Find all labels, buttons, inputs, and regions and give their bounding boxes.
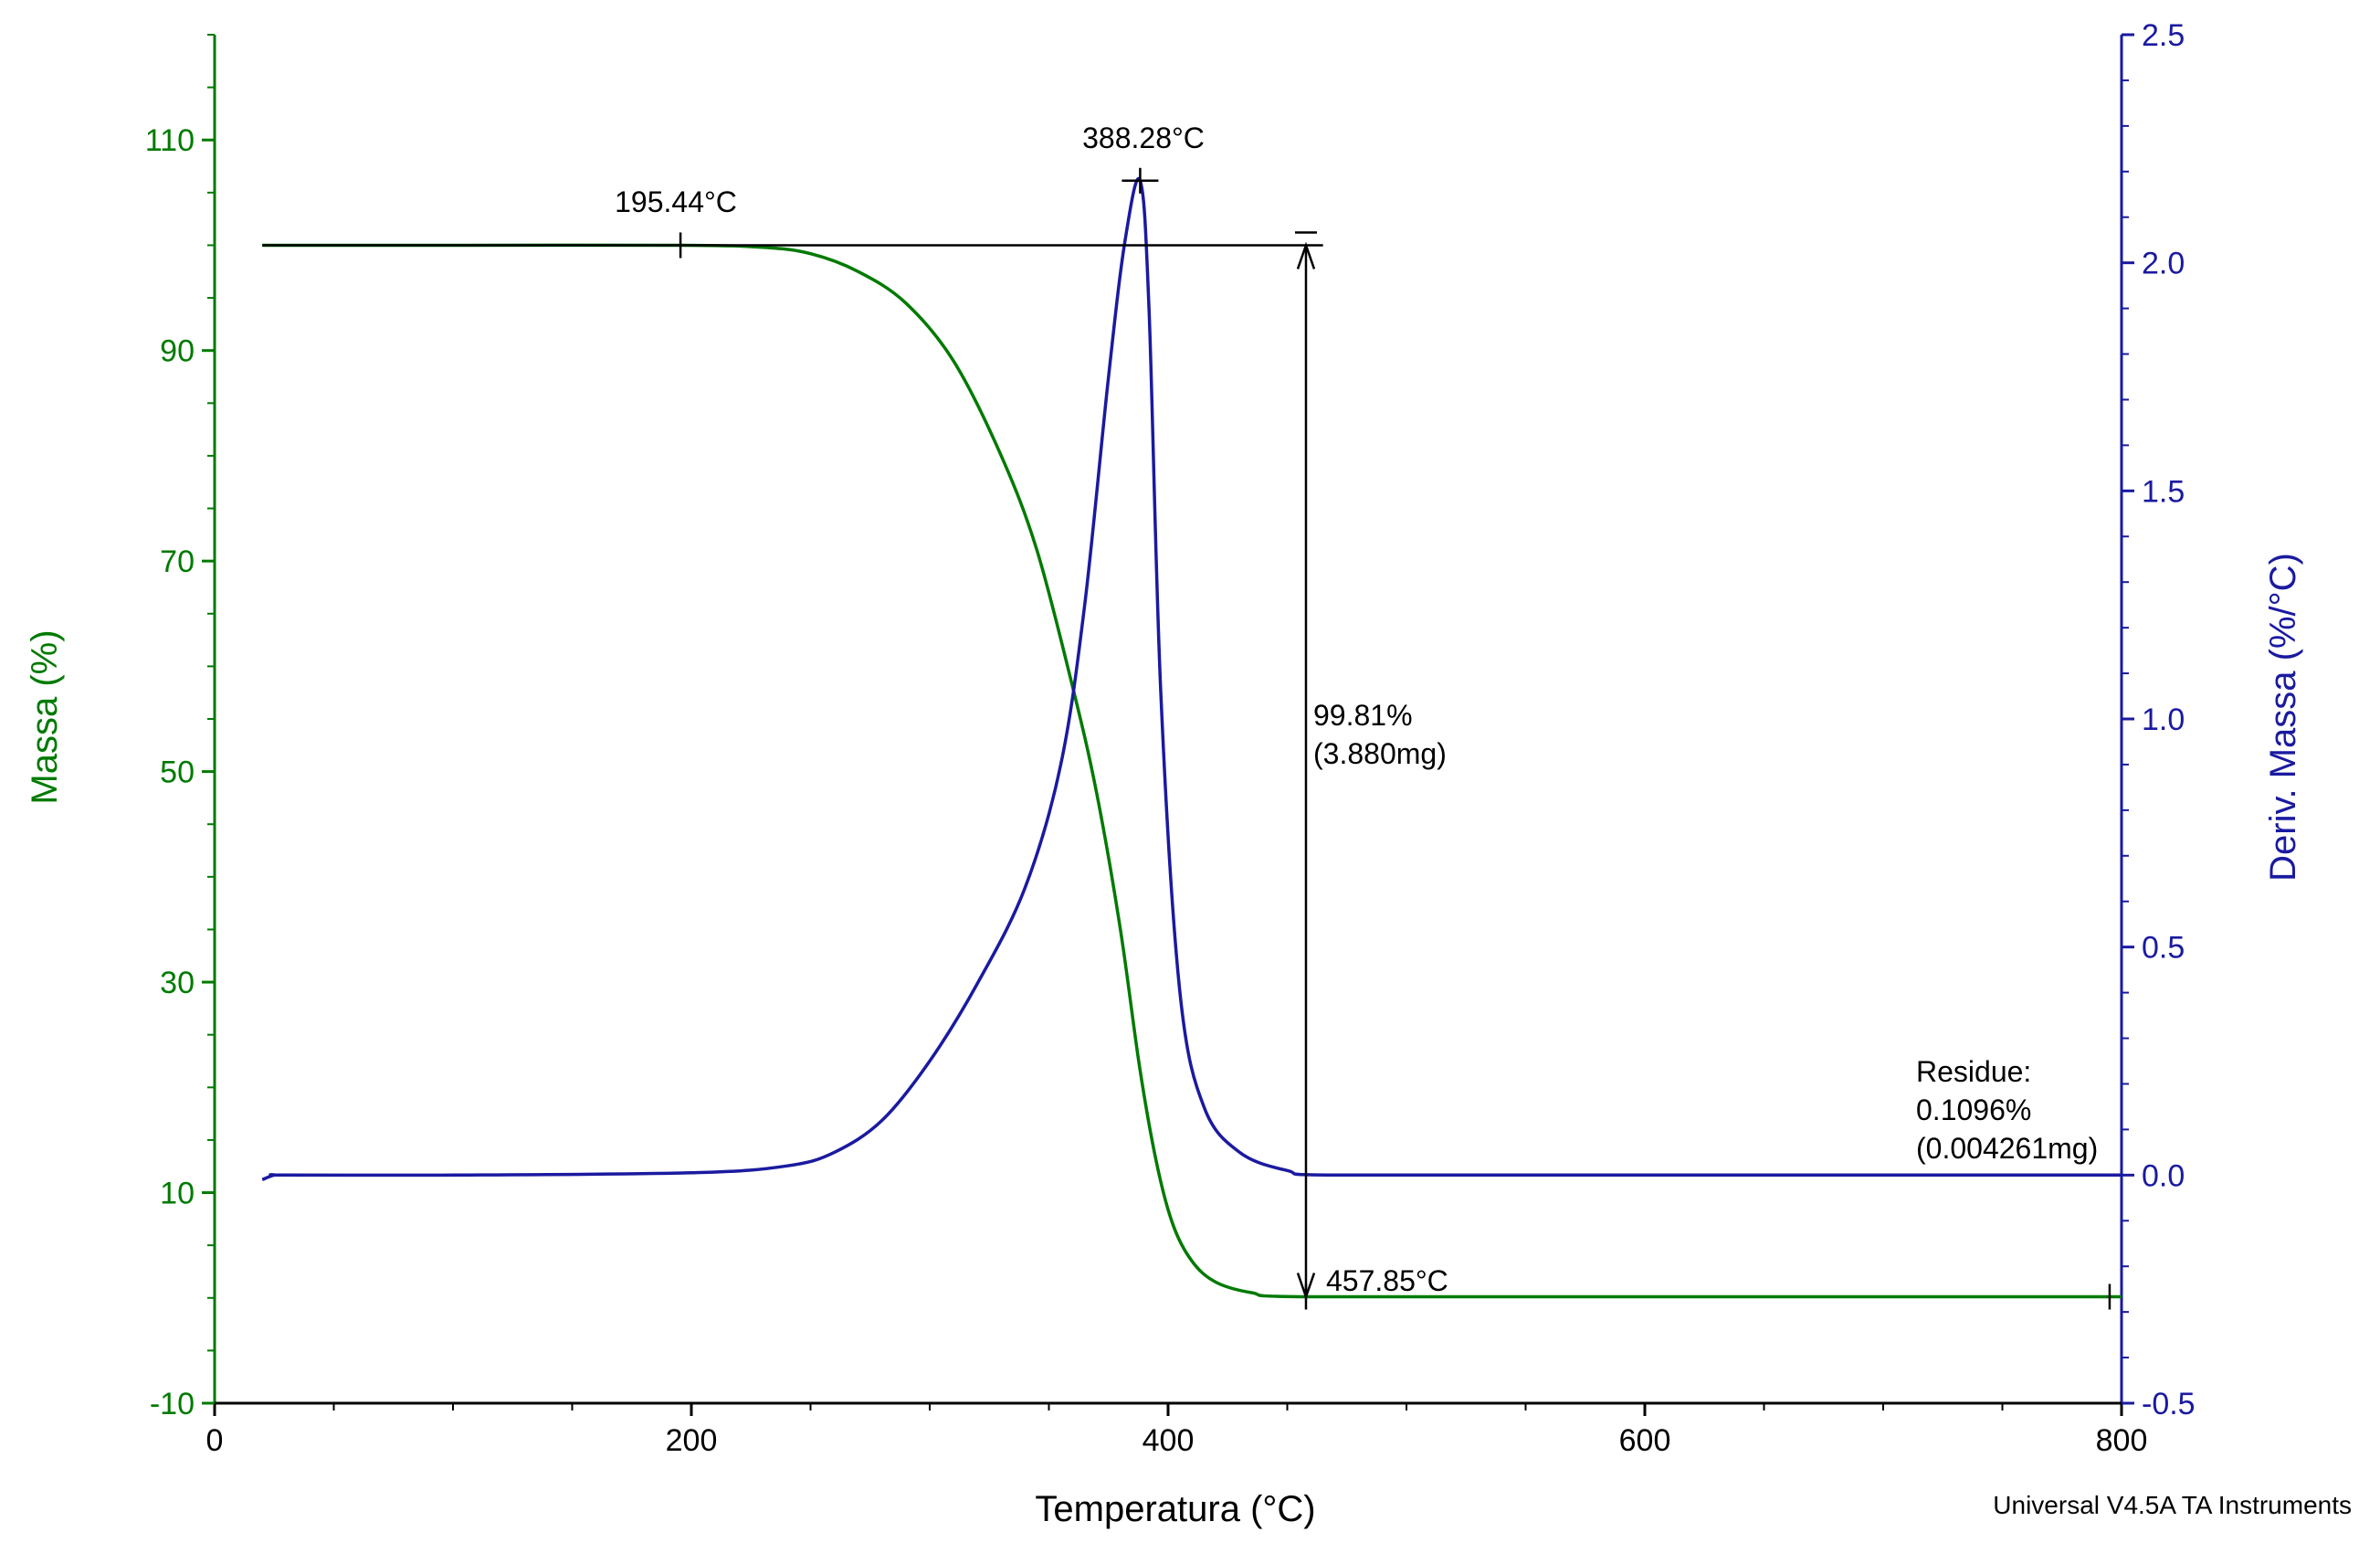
series-group: [261, 176, 2122, 1299]
mass-loss-mg-label: (3.880mg): [1313, 737, 1447, 770]
x-tick-label: 400: [1143, 1423, 1195, 1458]
x-axis-label: Temperatura (°C): [1035, 1489, 1315, 1529]
onset-temp-label: 195.44°C: [615, 185, 737, 218]
end-temp-label: 457.85°C: [1326, 1264, 1448, 1297]
deriv-series-line: [261, 176, 2122, 1181]
y-left-tick-label: 30: [160, 966, 195, 1000]
y-left-axis-label: Massa (%): [25, 629, 65, 804]
x-tick-label: 600: [1619, 1423, 1671, 1458]
x-tick-label: 800: [2096, 1423, 2148, 1458]
y-right-tick-label: -0.5: [2142, 1387, 2196, 1421]
annotations-group: [262, 167, 2111, 1310]
mass-loss-percent-label: 99.81%: [1313, 699, 1413, 732]
y-right-tick-label: 1.5: [2142, 474, 2185, 509]
y-left-tick-label: -10: [150, 1387, 195, 1421]
step-arrow-top: [1296, 241, 1316, 269]
y-left-tick-label: 70: [160, 544, 195, 579]
y-left-tick-label: 50: [160, 755, 195, 790]
y-right-axis-label: Deriv. Massa (%/°C): [2263, 553, 2303, 882]
peak-temp-label: 388.28°C: [1082, 121, 1205, 154]
mass-series-line: [262, 243, 2122, 1299]
y-right-tick-label: 2.0: [2142, 247, 2185, 281]
residue-mg-label: (0.004261mg): [1916, 1132, 2098, 1165]
y-left-tick-label: 90: [160, 334, 195, 369]
y-left-tick-label: 10: [160, 1177, 195, 1211]
y-right-tick-label: 0.0: [2142, 1158, 2185, 1193]
x-tick-label: 0: [206, 1423, 224, 1458]
y-right-tick-label: 0.5: [2142, 931, 2185, 966]
y-left-tick-label: 110: [145, 123, 195, 158]
y-right-tick-label: 1.0: [2142, 703, 2185, 737]
footer-text: Universal V4.5A TA Instruments: [1993, 1491, 2352, 1519]
y-right-tick-label: 2.5: [2142, 18, 2185, 53]
residue-percent-label: 0.1096%: [1916, 1093, 2031, 1126]
residue-title-label: Residue:: [1916, 1055, 2031, 1088]
axes-group: 0 200 400 600 800 -10 10 30 50 70 90 110 -0.5 0.0 0.5 1…: [145, 18, 2196, 1458]
x-tick-label: 200: [666, 1423, 718, 1458]
